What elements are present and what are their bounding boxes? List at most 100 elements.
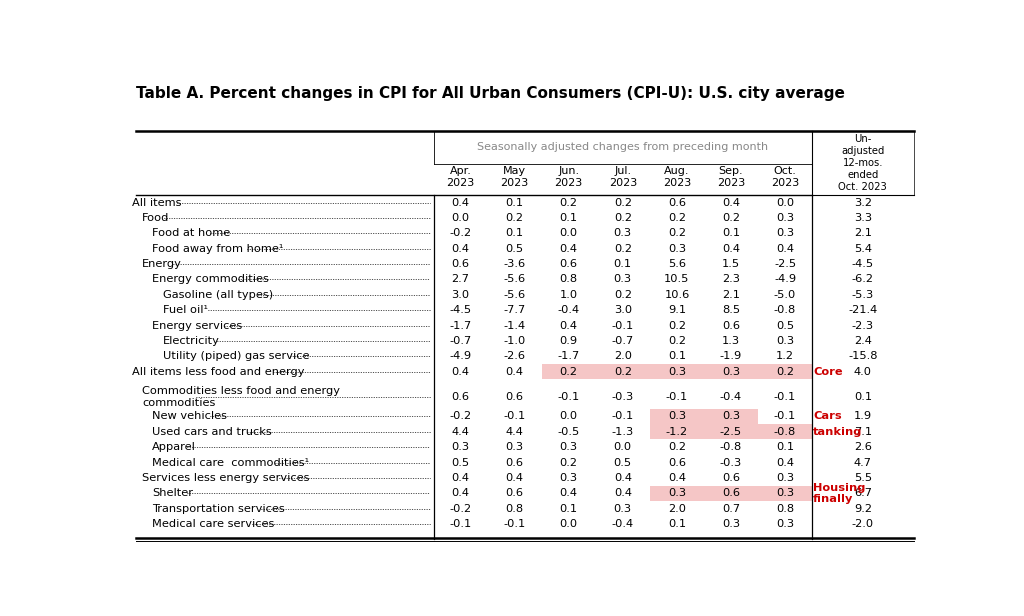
Text: Services less energy services: Services less energy services xyxy=(142,473,310,483)
Text: -0.1: -0.1 xyxy=(450,519,472,529)
Text: 0.2: 0.2 xyxy=(506,213,523,223)
Text: 0.6: 0.6 xyxy=(560,259,578,269)
Bar xyxy=(758,424,812,439)
Text: 0.2: 0.2 xyxy=(668,336,686,346)
Text: 0.2: 0.2 xyxy=(668,229,686,238)
Text: 0.1: 0.1 xyxy=(506,229,523,238)
Text: -0.2: -0.2 xyxy=(450,229,472,238)
Bar xyxy=(596,364,650,379)
Text: 0.2: 0.2 xyxy=(776,367,794,377)
Text: 0.2: 0.2 xyxy=(668,321,686,331)
Text: 0.0: 0.0 xyxy=(776,198,794,208)
Text: Aug.
2023: Aug. 2023 xyxy=(663,166,691,187)
Text: Apparel: Apparel xyxy=(152,442,196,452)
Text: 4.4: 4.4 xyxy=(506,427,523,437)
Text: 0.1: 0.1 xyxy=(613,259,632,269)
Text: 10.6: 10.6 xyxy=(665,290,689,300)
Text: tanking: tanking xyxy=(813,427,862,437)
Text: -4.9: -4.9 xyxy=(450,351,472,362)
Text: 0.3: 0.3 xyxy=(668,367,686,377)
Text: 1.2: 1.2 xyxy=(776,351,794,362)
Text: 3.2: 3.2 xyxy=(854,198,871,208)
Text: 0.3: 0.3 xyxy=(560,442,578,452)
Text: -0.8: -0.8 xyxy=(774,306,797,315)
Text: -0.1: -0.1 xyxy=(558,392,580,402)
Text: 0.4: 0.4 xyxy=(776,244,794,254)
Text: 0.6: 0.6 xyxy=(452,259,470,269)
Text: -4.9: -4.9 xyxy=(774,275,796,285)
Text: 0.3: 0.3 xyxy=(668,488,686,498)
Text: 0.5: 0.5 xyxy=(613,458,632,468)
Text: 6.7: 6.7 xyxy=(854,488,871,498)
Text: 4.0: 4.0 xyxy=(854,367,871,377)
Text: -1.9: -1.9 xyxy=(720,351,742,362)
Text: -1.7: -1.7 xyxy=(450,321,472,331)
Text: 0.4: 0.4 xyxy=(452,244,470,254)
Text: 0.3: 0.3 xyxy=(722,411,740,421)
Text: -2.0: -2.0 xyxy=(852,519,873,529)
Text: 0.2: 0.2 xyxy=(560,458,578,468)
Text: Electricity: Electricity xyxy=(163,336,220,346)
Text: 0.4: 0.4 xyxy=(506,367,523,377)
Text: 0.2: 0.2 xyxy=(560,367,578,377)
Text: Commodities less food and energy
commodities: Commodities less food and energy commodi… xyxy=(142,386,340,408)
Text: Fuel oil¹: Fuel oil¹ xyxy=(163,306,208,315)
Text: -0.1: -0.1 xyxy=(504,411,525,421)
Text: 0.1: 0.1 xyxy=(854,392,872,402)
Text: 0.2: 0.2 xyxy=(668,213,686,223)
Text: 0.3: 0.3 xyxy=(776,519,794,529)
Text: 8.5: 8.5 xyxy=(722,306,740,315)
Text: -0.2: -0.2 xyxy=(450,411,472,421)
Text: 0.5: 0.5 xyxy=(506,244,523,254)
Text: -0.1: -0.1 xyxy=(666,392,688,402)
Text: Sep.
2023: Sep. 2023 xyxy=(717,166,745,187)
Text: -0.7: -0.7 xyxy=(611,336,634,346)
Text: -1.2: -1.2 xyxy=(666,427,688,437)
Text: Core: Core xyxy=(813,367,843,377)
Text: 0.4: 0.4 xyxy=(776,458,794,468)
Text: Food away from home¹: Food away from home¹ xyxy=(152,244,284,254)
Text: 0.1: 0.1 xyxy=(560,213,578,223)
Text: 9.2: 9.2 xyxy=(854,504,871,514)
Text: 0.0: 0.0 xyxy=(560,229,578,238)
Text: 0.6: 0.6 xyxy=(506,488,523,498)
Text: 0.3: 0.3 xyxy=(722,519,740,529)
Text: 0.3: 0.3 xyxy=(776,213,794,223)
Text: -0.2: -0.2 xyxy=(450,504,472,514)
Text: Medical care  commodities¹: Medical care commodities¹ xyxy=(152,458,309,468)
Text: 2.4: 2.4 xyxy=(854,336,871,346)
Text: Apr.
2023: Apr. 2023 xyxy=(446,166,475,187)
Text: 0.0: 0.0 xyxy=(560,411,578,421)
Text: -4.5: -4.5 xyxy=(852,259,873,269)
Text: 0.3: 0.3 xyxy=(776,336,794,346)
Text: 0.6: 0.6 xyxy=(506,458,523,468)
Text: -0.4: -0.4 xyxy=(611,519,634,529)
Text: 0.1: 0.1 xyxy=(506,198,523,208)
Text: 0.3: 0.3 xyxy=(560,473,578,483)
Text: 0.0: 0.0 xyxy=(560,519,578,529)
Text: -0.1: -0.1 xyxy=(774,411,797,421)
Text: 0.2: 0.2 xyxy=(613,290,632,300)
Text: -4.5: -4.5 xyxy=(450,306,472,315)
Text: 0.4: 0.4 xyxy=(506,473,523,483)
Text: 0.3: 0.3 xyxy=(722,367,740,377)
Text: 0.4: 0.4 xyxy=(452,473,470,483)
Text: -21.4: -21.4 xyxy=(848,306,878,315)
Text: -0.1: -0.1 xyxy=(774,392,797,402)
Text: -5.6: -5.6 xyxy=(504,290,525,300)
Text: 2.1: 2.1 xyxy=(722,290,740,300)
Text: New vehicles: New vehicles xyxy=(152,411,226,421)
Text: Un-
adjusted
12-mos.
ended
Oct. 2023: Un- adjusted 12-mos. ended Oct. 2023 xyxy=(839,134,887,192)
Bar xyxy=(703,408,758,424)
Text: 2.3: 2.3 xyxy=(722,275,740,285)
Text: 0.0: 0.0 xyxy=(452,213,470,223)
Text: 0.3: 0.3 xyxy=(506,442,523,452)
Text: 0.3: 0.3 xyxy=(776,488,794,498)
Text: 4.7: 4.7 xyxy=(854,458,871,468)
Text: 0.1: 0.1 xyxy=(560,504,578,514)
Text: -1.3: -1.3 xyxy=(611,427,634,437)
Text: 3.0: 3.0 xyxy=(452,290,470,300)
Text: Jul.
2023: Jul. 2023 xyxy=(608,166,637,187)
Text: -0.8: -0.8 xyxy=(720,442,742,452)
Text: -0.3: -0.3 xyxy=(720,458,742,468)
